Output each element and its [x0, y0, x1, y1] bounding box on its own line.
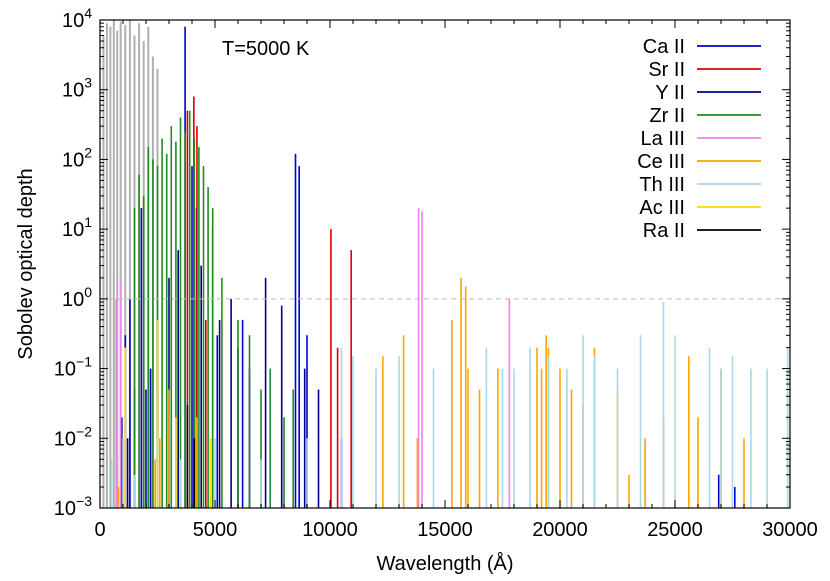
temperature-annotation: T=5000 K: [222, 38, 310, 60]
x-tick-label: 20000: [532, 519, 588, 541]
y-tick-label: 101: [62, 214, 92, 241]
x-axis-label: Wavelength (Å): [376, 552, 513, 575]
x-tick-label: 25000: [647, 519, 703, 541]
legend-label-ra-ii: Ra II: [643, 220, 685, 242]
series-th-iii: [110, 302, 789, 508]
series-layer: [110, 26, 789, 508]
y-tick-label: 10−2: [54, 423, 92, 450]
y-axis-ticks: 10−3 10−2 10−1 100 101 102 103 104: [54, 5, 790, 520]
x-tick-label: 5000: [193, 519, 238, 541]
series-ca-ii: [121, 26, 736, 508]
legend-label-la-iii: La III: [641, 128, 685, 150]
x-tick-label: 30000: [762, 519, 818, 541]
legend-label-th-iii: Th III: [639, 174, 685, 196]
legend-label-y-ii: Y II: [655, 82, 685, 104]
y-tick-label: 10−3: [54, 493, 92, 520]
series-y-ii: [126, 229, 320, 508]
x-tick-label: 15000: [417, 519, 473, 541]
y-tick-label: 103: [62, 75, 92, 102]
y-tick-label: 100: [62, 284, 92, 311]
legend-label-ce-iii: Ce III: [637, 151, 685, 173]
x-axis-ticks: 0 5000 10000 15000 20000 25000 30000: [94, 20, 818, 541]
series-sr-ii: [156, 96, 352, 508]
series-ra-ii: [186, 405, 196, 508]
legend-label-ca-ii: Ca II: [643, 36, 685, 58]
y-tick-label: 104: [62, 5, 92, 32]
series-ac-iii: [124, 319, 212, 508]
y-tick-label: 102: [62, 144, 92, 171]
legend-label-zr-ii: Zr II: [649, 105, 685, 127]
y-axis-label: Sobolev optical depth: [15, 168, 37, 359]
legend-label-sr-ii: Sr II: [648, 59, 685, 81]
x-tick-label: 10000: [302, 519, 358, 541]
x-tick-label: 0: [94, 519, 105, 541]
legend-label-ac-iii: Ac III: [639, 197, 685, 219]
y-tick-label: 10−1: [54, 354, 92, 381]
series-la-iii: [115, 208, 511, 508]
